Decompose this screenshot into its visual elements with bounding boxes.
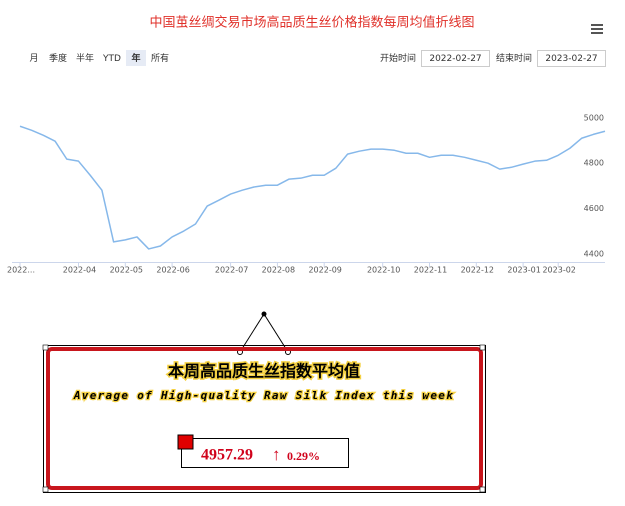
start-date[interactable]: 2022-02-27 bbox=[429, 54, 481, 64]
end-input[interactable] bbox=[537, 50, 606, 67]
x-tick-label: 2023-01 bbox=[507, 266, 540, 275]
chart-title: 中国茧丝绸交易市场高品质生丝价格指数每周均值折线图 bbox=[149, 15, 474, 31]
panel-arrow: ↑ bbox=[272, 445, 281, 464]
y-tick-label: 4800 bbox=[584, 159, 604, 168]
range-button[interactable]: 季度 bbox=[49, 52, 67, 64]
range-button[interactable]: 所有 bbox=[151, 52, 169, 64]
x-tick-label: 2023-02 bbox=[542, 266, 575, 275]
x-tick-label: 2022-10 bbox=[367, 266, 400, 275]
start-label: 开始时间 bbox=[380, 52, 416, 64]
series-line bbox=[19, 125, 606, 250]
end-date[interactable]: 2023-02-27 bbox=[545, 54, 597, 64]
x-tick-label: 2022-12 bbox=[461, 266, 494, 275]
info-panel: 本周高品质生丝指数平均值 Average of High-quality Raw… bbox=[42, 311, 486, 493]
x-tick-label: 2022-05 bbox=[110, 266, 143, 275]
range-button[interactable]: 月 bbox=[29, 53, 38, 64]
range-button[interactable]: YTD bbox=[102, 54, 121, 64]
range-button-bg[interactable] bbox=[126, 50, 146, 66]
x-tick-label: 2022-08 bbox=[262, 266, 295, 275]
y-tick-label: 4400 bbox=[584, 249, 604, 258]
range-button[interactable]: 年 bbox=[131, 52, 140, 64]
range-button[interactable]: 半年 bbox=[76, 52, 94, 64]
x-tick-label: 2022-09 bbox=[308, 266, 341, 275]
menu-icon[interactable] bbox=[591, 24, 603, 34]
panel-change: 0.29% bbox=[287, 449, 320, 463]
panel-subtitle: Average of High-quality Raw Silk Index t… bbox=[73, 389, 454, 402]
end-label: 结束时间 bbox=[496, 52, 532, 64]
panel-title: 本周高品质生丝指数平均值 bbox=[168, 362, 360, 381]
panel-value: 4957.29 bbox=[201, 447, 253, 464]
x-tick-label: 2022-04 bbox=[63, 266, 96, 275]
x-tick-label: 2022-06 bbox=[156, 266, 189, 275]
x-tick-label: 2022-07 bbox=[215, 266, 248, 275]
x-tick-label: 2022... bbox=[7, 266, 35, 275]
start-input[interactable] bbox=[421, 50, 490, 67]
y-tick-label: 4600 bbox=[584, 204, 604, 213]
x-tick-label: 2022-11 bbox=[414, 266, 447, 275]
y-tick-label: 5000 bbox=[584, 113, 604, 122]
